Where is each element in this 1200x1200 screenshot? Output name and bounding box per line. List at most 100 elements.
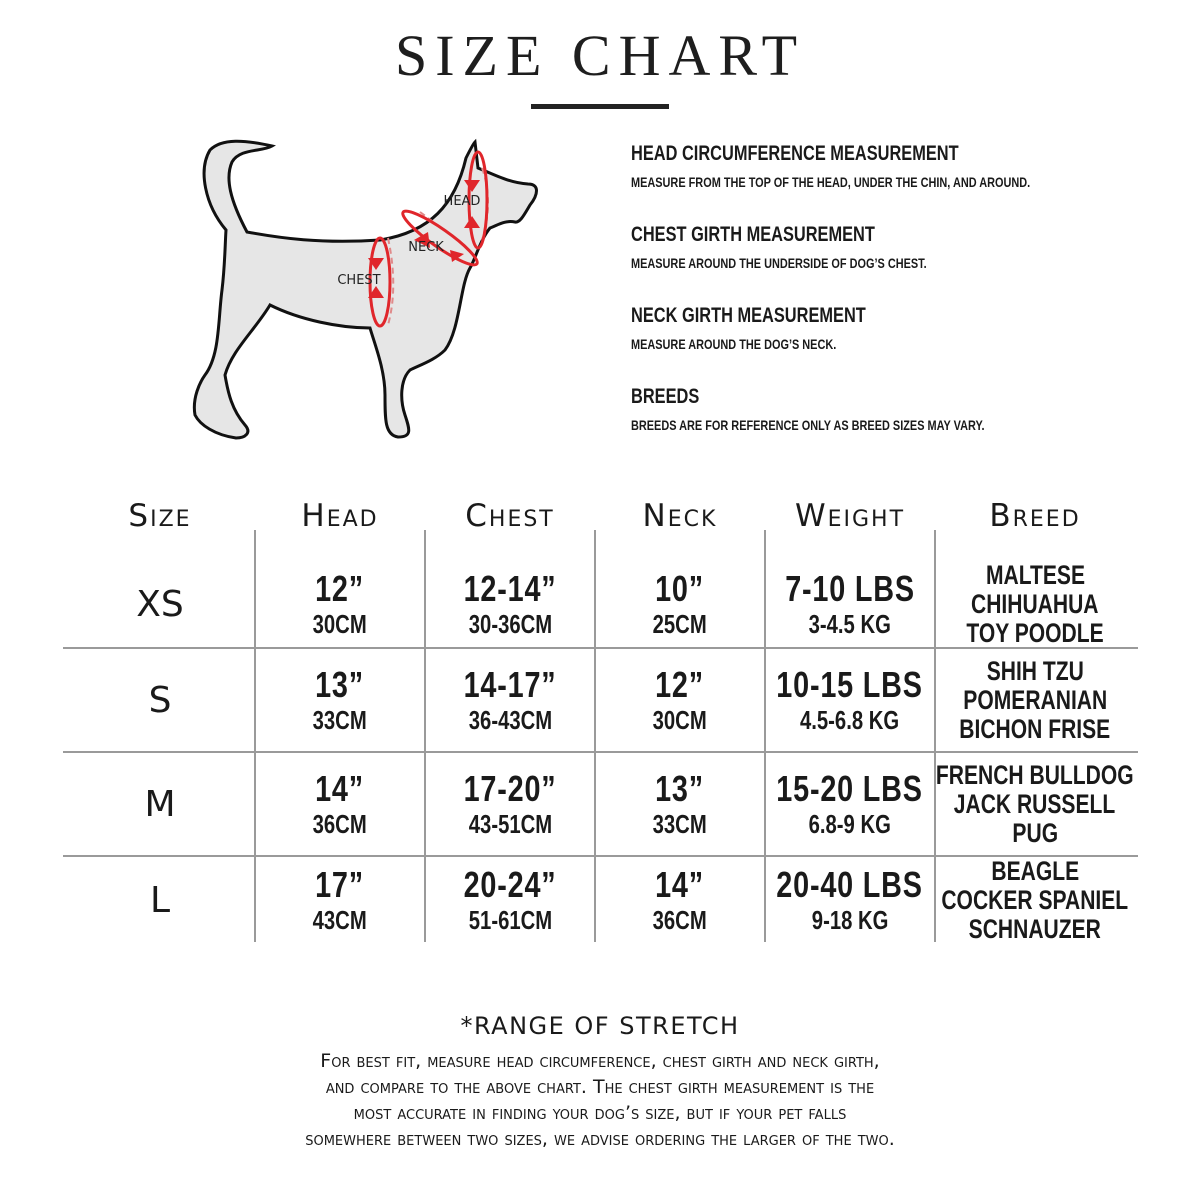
title-divider [531,104,669,109]
column-divider [764,530,766,942]
head-metric: 36CM [312,809,368,839]
breed-name: SHIH TZU [986,655,1084,686]
chest-imperial: 12-14” [463,568,557,609]
column-header-chest: Chest [465,498,555,534]
breed-name: BEAGLE [991,855,1079,886]
breed-name: COCKER SPANIEL [941,884,1129,915]
arrow-heads [368,180,480,298]
table-cell-neck: 10” 25CM [595,560,765,648]
footer-line: and compare to the above chart. The ches… [325,1076,875,1098]
info-chest: CHEST GIRTH MEASUREMENT MEASURE AROUND T… [631,223,1151,271]
breed-name: TOY POODLE [966,617,1104,648]
column-header-weight: Weight [794,498,906,534]
neck-imperial: 13” [655,768,705,809]
breed-name: POMERANIAN [963,684,1107,715]
weight-imperial: 7-10 LBS [785,568,915,609]
weight-imperial: 15-20 LBS [776,768,924,809]
breed-name: CHIHUAHUA [971,588,1099,619]
info-neck: NECK GIRTH MEASUREMENT MEASURE AROUND TH… [631,304,1151,352]
chest-metric: 30-36CM [468,609,552,639]
info-desc: MEASURE AROUND THE UNDERSIDE OF DOG’S CH… [631,255,927,271]
neck-metric: 25CM [652,609,708,639]
breed-name: JACK RUSSELL [954,788,1116,819]
chest-imperial: 14-17” [463,664,557,705]
breed-name: BICHON FRISE [959,713,1111,744]
diagram-label-head: HEAD [444,194,481,209]
head-imperial: 13” [315,664,365,705]
table-cell-head: 17” 43CM [255,856,425,944]
weight-metric: 4.5-6.8 KG [800,705,900,735]
column-divider [594,530,596,942]
breed-name: MALTESE [985,559,1085,590]
table-cell-size: S [65,648,255,752]
diagram-label-chest: CHEST [337,273,380,288]
chest-metric: 36-43CM [468,705,552,735]
page-title: SIZE CHART [394,23,806,88]
dog-measurement-diagram: CHEST NECK HEAD [192,138,538,440]
size-label: S [148,679,172,721]
table-cell-breed: SHIH TZU POMERANIAN BICHON FRISE [935,648,1135,752]
footer-title: *RANGE OF STRETCH [460,1012,740,1040]
table-cell-head: 14” 36CM [255,752,425,856]
table-cell-neck: 13” 33CM [595,752,765,856]
info-desc: MEASURE AROUND THE DOG’S NECK. [631,336,837,352]
table-cell-weight: 10-15 LBS 4.5-6.8 KG [765,648,935,752]
info-desc: BREEDS ARE FOR REFERENCE ONLY AS BREED S… [631,417,985,433]
head-imperial: 12” [315,568,365,609]
table-cell-weight: 15-20 LBS 6.8-9 KG [765,752,935,856]
info-head: HEAD CIRCUMFERENCE MEASUREMENT MEASURE F… [631,142,1151,190]
column-header-breed: Breed [989,498,1081,534]
neck-imperial: 12” [655,664,705,705]
table-cell-breed: BEAGLE COCKER SPANIEL SCHNAUZER [935,856,1135,944]
info-heading: CHEST GIRTH MEASUREMENT [631,223,875,246]
size-label: M [144,783,176,825]
column-divider [254,530,256,942]
chest-metric: 51-61CM [468,905,552,935]
table-cell-neck: 12” 30CM [595,648,765,752]
column-divider [424,530,426,942]
breed-name: FRENCH BULLDOG [936,759,1134,790]
weight-metric: 9-18 KG [811,905,889,935]
row-divider [63,647,1138,649]
dog-silhouette [192,138,538,440]
weight-imperial: 20-40 LBS [776,864,924,905]
table-cell-size: L [65,856,255,944]
head-metric: 43CM [312,905,368,935]
info-breeds: BREEDS BREEDS ARE FOR REFERENCE ONLY AS … [631,385,1151,433]
chest-metric: 43-51CM [468,809,552,839]
footer-line: most accurate in finding your dog’s size… [353,1102,847,1124]
row-divider [63,855,1138,857]
neck-imperial: 14” [655,864,705,905]
column-header-head: Head [301,498,379,534]
row-divider [63,751,1138,753]
table-cell-breed: FRENCH BULLDOG JACK RUSSELL PUG [935,752,1135,856]
weight-metric: 3-4.5 KG [808,609,892,639]
neck-metric: 36CM [652,905,708,935]
table-cell-size: M [65,752,255,856]
measurement-arrows [368,150,489,328]
weight-metric: 6.8-9 KG [808,809,892,839]
table-cell-weight: 7-10 LBS 3-4.5 KG [765,560,935,648]
table-cell-head: 12” 30CM [255,560,425,648]
head-metric: 30CM [312,609,368,639]
table-cell-chest: 12-14” 30-36CM [425,560,595,648]
chest-imperial: 17-20” [463,768,557,809]
size-label: L [149,879,171,921]
table-cell-chest: 20-24” 51-61CM [425,856,595,944]
size-label: XS [136,583,184,625]
weight-imperial: 10-15 LBS [776,664,924,705]
table-cell-neck: 14” 36CM [595,856,765,944]
column-header-size: Size [128,498,192,534]
head-imperial: 17” [315,864,365,905]
column-divider [934,530,936,942]
table-cell-chest: 17-20” 43-51CM [425,752,595,856]
table-cell-weight: 20-40 LBS 9-18 KG [765,856,935,944]
footer-line: somewhere between two sizes, we advise o… [305,1128,895,1150]
table-cell-size: XS [65,560,255,648]
chest-imperial: 20-24” [463,864,557,905]
table-cell-breed: MALTESE CHIHUAHUA TOY POODLE [935,560,1135,648]
info-heading: HEAD CIRCUMFERENCE MEASUREMENT [631,142,959,165]
column-header-neck: Neck [642,498,718,534]
table-cell-head: 13” 33CM [255,648,425,752]
breed-name: SCHNAUZER [968,913,1102,944]
